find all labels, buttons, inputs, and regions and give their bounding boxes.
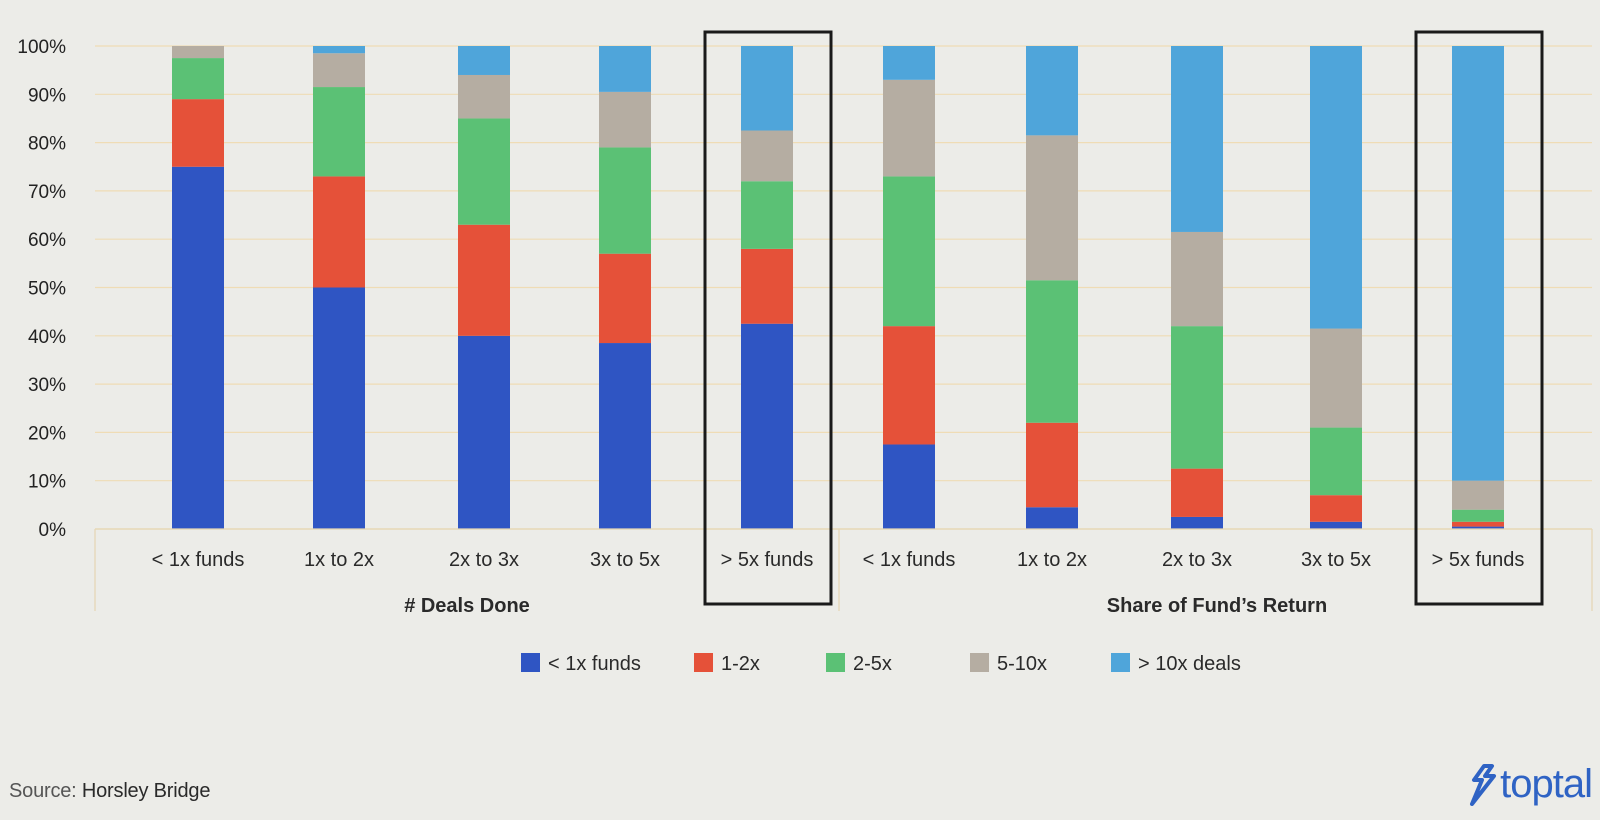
- y-tick-label: 30%: [28, 375, 66, 396]
- bar-segment: [172, 99, 224, 167]
- bar-segment: [741, 323, 793, 529]
- bar-segment: [883, 176, 935, 327]
- bar-segment: [741, 46, 793, 131]
- bar-segment: [172, 58, 224, 100]
- bar-segment: [1452, 526, 1504, 529]
- bar-segment: [1452, 480, 1504, 510]
- bar-segment: [1310, 328, 1362, 428]
- x-tick-label: 1x to 2x: [304, 549, 374, 571]
- legend-swatch: [521, 653, 540, 672]
- source-prefix: Source:: [9, 780, 82, 802]
- y-tick-label: 90%: [28, 85, 66, 106]
- bar-segment: [1026, 422, 1078, 508]
- bar-segment: [172, 166, 224, 529]
- legend-label: > 10x deals: [1138, 653, 1241, 675]
- bar-segment: [313, 287, 365, 529]
- bar-segment: [1171, 516, 1223, 529]
- x-tick-label: 2x to 3x: [449, 549, 519, 571]
- legend-label: < 1x funds: [548, 653, 641, 675]
- legend-label: 5-10x: [997, 653, 1047, 675]
- y-tick-label: 80%: [28, 134, 66, 155]
- bar-segment: [741, 248, 793, 324]
- bar-segment: [883, 326, 935, 445]
- bar-segment: [1026, 135, 1078, 281]
- bar-segment: [1452, 521, 1504, 527]
- legend-swatch: [694, 653, 713, 672]
- y-tick-label: 70%: [28, 182, 66, 203]
- legend-label: 2-5x: [853, 653, 892, 675]
- bar-segment: [1171, 46, 1223, 232]
- bar-segment: [1452, 46, 1504, 481]
- bar-segment: [458, 74, 510, 119]
- bar-segment: [313, 46, 365, 54]
- bar-segment: [1310, 427, 1362, 496]
- x-tick-label: < 1x funds: [152, 549, 245, 571]
- bar-segment: [1310, 46, 1362, 329]
- bar-segment: [1026, 280, 1078, 423]
- bar-segment: [458, 46, 510, 75]
- bar-segment: [1026, 46, 1078, 136]
- bar-segment: [313, 87, 365, 177]
- bar-segment: [1026, 507, 1078, 529]
- y-tick-label: 50%: [28, 279, 66, 300]
- y-tick-label: 10%: [28, 472, 66, 493]
- bar-segment: [1171, 468, 1223, 517]
- bar-segment: [883, 444, 935, 529]
- x-tick-label: 3x to 5x: [1301, 549, 1371, 571]
- bar-segment: [1171, 231, 1223, 327]
- bar-segment: [313, 53, 365, 88]
- group-label: # Deals Done: [404, 595, 530, 617]
- x-tick-label: > 5x funds: [1432, 549, 1525, 571]
- bar-segment: [172, 46, 224, 59]
- bar-segment: [1310, 521, 1362, 529]
- x-tick-label: > 5x funds: [721, 549, 814, 571]
- highlight-box: [703, 30, 833, 606]
- bar-segment: [458, 224, 510, 336]
- legend-swatch: [1111, 653, 1130, 672]
- bar-segment: [599, 91, 651, 148]
- source-name: Horsley Bridge: [81, 780, 211, 802]
- legend-swatch: [970, 653, 989, 672]
- y-tick-label: 100%: [17, 37, 66, 58]
- brand-logo: toptal: [1468, 762, 1593, 807]
- bar-segment: [1171, 326, 1223, 469]
- bar-segment: [599, 147, 651, 254]
- legend-label: 1-2x: [721, 653, 760, 675]
- x-tick-label: 3x to 5x: [590, 549, 660, 571]
- x-tick-label: 2x to 3x: [1162, 549, 1232, 571]
- bar-segment: [883, 46, 935, 80]
- group-label: Share of Fund’s Return: [1107, 595, 1327, 617]
- bar-segment: [313, 176, 365, 288]
- bar-segment: [741, 181, 793, 249]
- bar-segment: [599, 46, 651, 92]
- bar-segment: [458, 335, 510, 529]
- bar-segment: [1452, 509, 1504, 522]
- brand-name: toptal: [1500, 762, 1593, 806]
- x-tick-label: 1x to 2x: [1017, 549, 1087, 571]
- legend-swatch: [826, 653, 845, 672]
- y-tick-label: 0%: [39, 520, 67, 541]
- bar-segment: [883, 79, 935, 177]
- bar-segment: [599, 343, 651, 529]
- y-tick-label: 40%: [28, 327, 66, 348]
- bar-segment: [599, 253, 651, 344]
- source-note: Source: Horsley Bridge: [9, 780, 210, 803]
- bar-segment: [1310, 495, 1362, 522]
- x-tick-label: < 1x funds: [863, 549, 956, 571]
- y-tick-label: 20%: [28, 423, 66, 444]
- y-tick-label: 60%: [28, 230, 66, 251]
- bar-segment: [741, 130, 793, 182]
- bar-segment: [458, 118, 510, 225]
- highlight-box: [1414, 30, 1544, 606]
- toptal-logo-icon: [1470, 763, 1497, 806]
